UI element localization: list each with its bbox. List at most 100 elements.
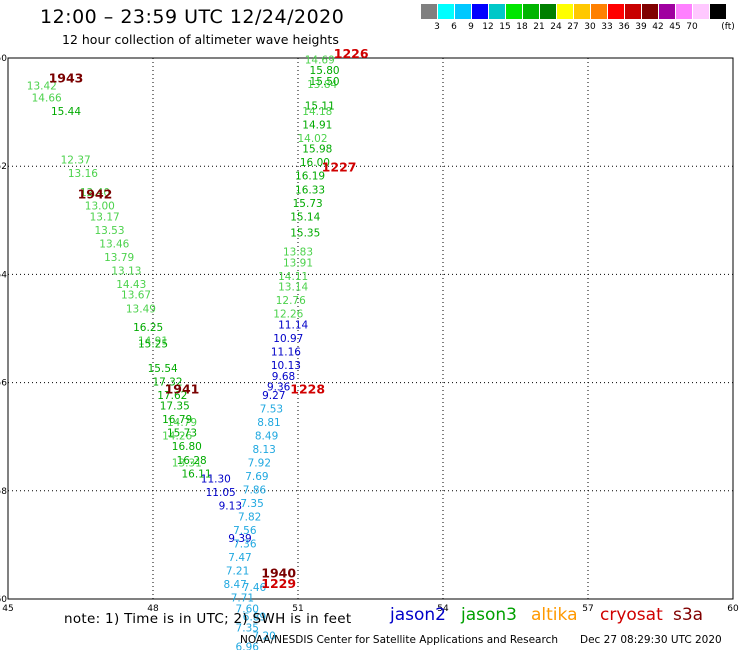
wave-height-value: 10.97 [273, 333, 303, 345]
scale-swatch [421, 4, 437, 19]
x-tick-label: 57 [582, 604, 593, 614]
wave-height-value: 13.42 [27, 80, 57, 92]
scale-label: 39 [635, 22, 647, 32]
wave-height-value: 16.00 [300, 157, 330, 169]
wave-height-value: 14.79 [167, 417, 197, 429]
wave-height-value: 15.80 [310, 65, 340, 77]
scale-label: 12 [482, 22, 494, 32]
wave-height-value: 12.40 [80, 187, 110, 199]
wave-height-value: 7.53 [260, 403, 283, 415]
scale-swatch [574, 4, 590, 19]
wave-height-value: 11.14 [278, 320, 308, 332]
wave-height-value: 9.13 [219, 501, 242, 513]
wave-height-value: 15.44 [51, 106, 81, 118]
wave-height-value: 16.19 [295, 171, 325, 183]
wave-height-value: 15.11 [305, 100, 335, 112]
scale-swatch [472, 4, 488, 19]
scale-swatch [506, 4, 522, 19]
wave-height-value: 13.17 [90, 211, 120, 223]
scale-swatch [438, 4, 454, 19]
wave-height-value: 16.79 [162, 414, 192, 426]
footer-note: note: 1) Time is in UTC; 2) SWH is in fe… [64, 611, 352, 627]
pass-label: 1941 [165, 381, 200, 396]
wave-height-value: 17.32 [152, 376, 182, 388]
wave-height-value: 8.49 [255, 430, 278, 442]
wave-height-value: 14.91 [302, 119, 332, 131]
wave-height-value: 7.35 [240, 498, 263, 510]
scale-label: 9 [468, 22, 474, 32]
scale-swatch [557, 4, 573, 19]
generation-timestamp: Dec 27 08:29:30 UTC 2020 [580, 634, 722, 646]
y-tick-label: -54 [0, 270, 7, 280]
wave-height-value: 13.67 [121, 290, 151, 302]
scale-label: 27 [567, 22, 579, 32]
x-tick-label: 51 [292, 604, 303, 614]
credit-line: NOAA/NESDIS Center for Satellite Applica… [240, 634, 558, 646]
wave-height-value: 7.92 [248, 457, 271, 469]
scale-swatch [676, 4, 692, 19]
wave-height-value: 13.79 [104, 252, 134, 264]
wave-height-value: 7.36 [233, 539, 257, 551]
scale-label: 33 [601, 22, 613, 32]
wave-height-value: 8.81 [257, 417, 280, 429]
wave-height-value: 14.69 [305, 54, 335, 66]
wave-height-value: 15.98 [302, 144, 332, 156]
wave-height-value: 15.50 [310, 76, 340, 88]
wave-height-value: 13.91 [283, 257, 313, 269]
y-tick-label: -58 [0, 487, 7, 497]
scale-label: 3 [434, 22, 440, 32]
wave-height-value: 7.71 [231, 593, 254, 605]
wave-height-value: 17.62 [157, 390, 187, 402]
wave-height-value: 7.47 [228, 552, 251, 564]
wave-height-value: 7.60 [236, 604, 259, 616]
wave-height-value: 7.21 [226, 566, 249, 578]
wave-height-value: 13.84 [307, 79, 337, 91]
satellite-jason3: jason3 [461, 605, 517, 625]
wave-height-value: 13.00 [85, 200, 115, 212]
wave-height-value: 7.82 [238, 512, 261, 524]
wave-height-value: 11.05 [206, 487, 236, 499]
wave-height-value: 8.47 [223, 579, 246, 591]
wave-height-value: 15.54 [148, 363, 178, 375]
scale-swatch [642, 4, 658, 19]
wave-height-value: 14.91 [138, 336, 168, 348]
scale-label: 6 [451, 22, 457, 32]
wave-height-value: 7.56 [233, 525, 257, 537]
wave-height-value: 15.14 [290, 211, 320, 223]
scale-label: 42 [652, 22, 664, 32]
wave-height-value: 15.73 [293, 198, 323, 210]
y-tick-label: -56 [0, 379, 7, 389]
wave-height-value: 13.16 [68, 168, 98, 180]
wave-height-value: 14.66 [32, 92, 62, 104]
x-tick-label: 48 [147, 604, 159, 614]
scale-label: 30 [584, 22, 596, 32]
wave-height-value: 9.27 [262, 390, 285, 402]
plot-frame [7, 57, 734, 600]
scale-label: 36 [618, 22, 630, 32]
satellite-jason2: jason2 [390, 605, 446, 625]
pass-label: 1943 [49, 70, 84, 85]
wave-height-value: 13.13 [111, 265, 141, 277]
wave-height-value: 17.35 [160, 401, 190, 413]
wave-height-value: 15.35 [290, 228, 320, 240]
scale-unit: (ft) [721, 22, 735, 32]
y-tick-label: -60 [0, 595, 7, 605]
wave-height-value: 14.43 [116, 279, 146, 291]
y-tick-label: -52 [0, 162, 7, 172]
wave-height-value: 10.13 [271, 360, 301, 372]
wave-height-value: 6.89 [243, 612, 266, 624]
x-tick-label: 54 [437, 604, 449, 614]
wave-height-value: 14.02 [297, 133, 327, 145]
pass-label: 1228 [290, 381, 325, 396]
wave-height-value: 13.83 [283, 246, 313, 258]
wave-height-value: 6.96 [236, 641, 260, 650]
wave-height-value: 11.30 [201, 474, 231, 486]
wave-height-value: 13.49 [126, 303, 156, 315]
wave-height-value: 16.28 [177, 455, 207, 467]
satellite-s3a: s3a [673, 605, 704, 625]
wave-height-value: 12.26 [273, 309, 303, 321]
wave-height-value: 16.25 [133, 322, 163, 334]
pass-label: 1940 [261, 565, 296, 580]
wave-height-value: 9.36 [267, 382, 291, 394]
scale-swatch [659, 4, 675, 19]
